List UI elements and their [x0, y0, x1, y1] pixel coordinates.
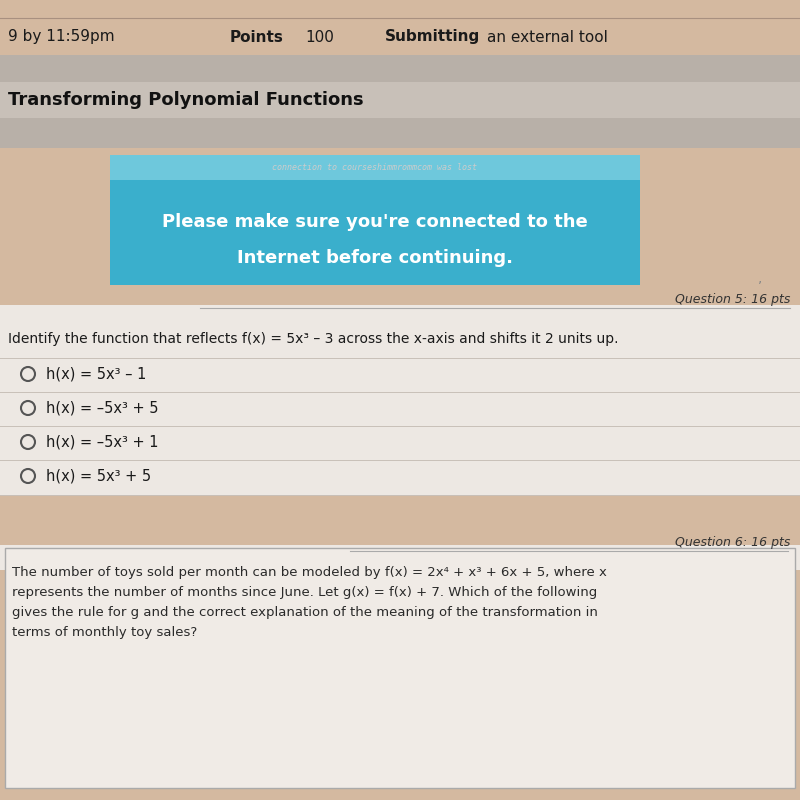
Text: Transforming Polynomial Functions: Transforming Polynomial Functions	[8, 91, 364, 109]
Text: The number of toys sold per month can be modeled by f(x) = 2x⁴ + x³ + 6x + 5, wh: The number of toys sold per month can be…	[12, 566, 607, 639]
Text: Identify the function that reflects f(x) = 5x³ – 3 across the x-axis and shifts : Identify the function that reflects f(x)…	[8, 332, 618, 346]
Text: Question 5: 16 pts: Question 5: 16 pts	[674, 293, 790, 306]
Text: Question 6: 16 pts: Question 6: 16 pts	[674, 536, 790, 549]
Bar	[110, 180, 640, 285]
Text: Submitting: Submitting	[385, 30, 480, 45]
Text: Internet before continuing.: Internet before continuing.	[237, 249, 513, 267]
Bar	[0, 82, 800, 118]
Text: h(x) = –5x³ + 1: h(x) = –5x³ + 1	[46, 434, 158, 450]
Text: h(x) = –5x³ + 5: h(x) = –5x³ + 5	[46, 401, 158, 415]
Text: ,: ,	[758, 271, 762, 285]
Bar	[0, 495, 800, 545]
Text: an external tool: an external tool	[487, 30, 608, 45]
Text: Please make sure you're connected to the: Please make sure you're connected to the	[162, 213, 588, 231]
Text: Points: Points	[230, 30, 284, 45]
Bar	[0, 55, 800, 82]
Text: 100: 100	[305, 30, 334, 45]
Text: h(x) = 5x³ – 1: h(x) = 5x³ – 1	[46, 366, 146, 382]
Text: connection to courseshimmrommcom was lost: connection to courseshimmrommcom was los…	[273, 162, 478, 171]
Bar	[0, 148, 800, 305]
Bar	[5, 548, 795, 788]
Bar	[110, 155, 640, 180]
Text: 9 by 11:59pm: 9 by 11:59pm	[8, 30, 114, 45]
Text: h(x) = 5x³ + 5: h(x) = 5x³ + 5	[46, 469, 151, 483]
Bar	[0, 305, 800, 570]
Bar	[0, 118, 800, 148]
